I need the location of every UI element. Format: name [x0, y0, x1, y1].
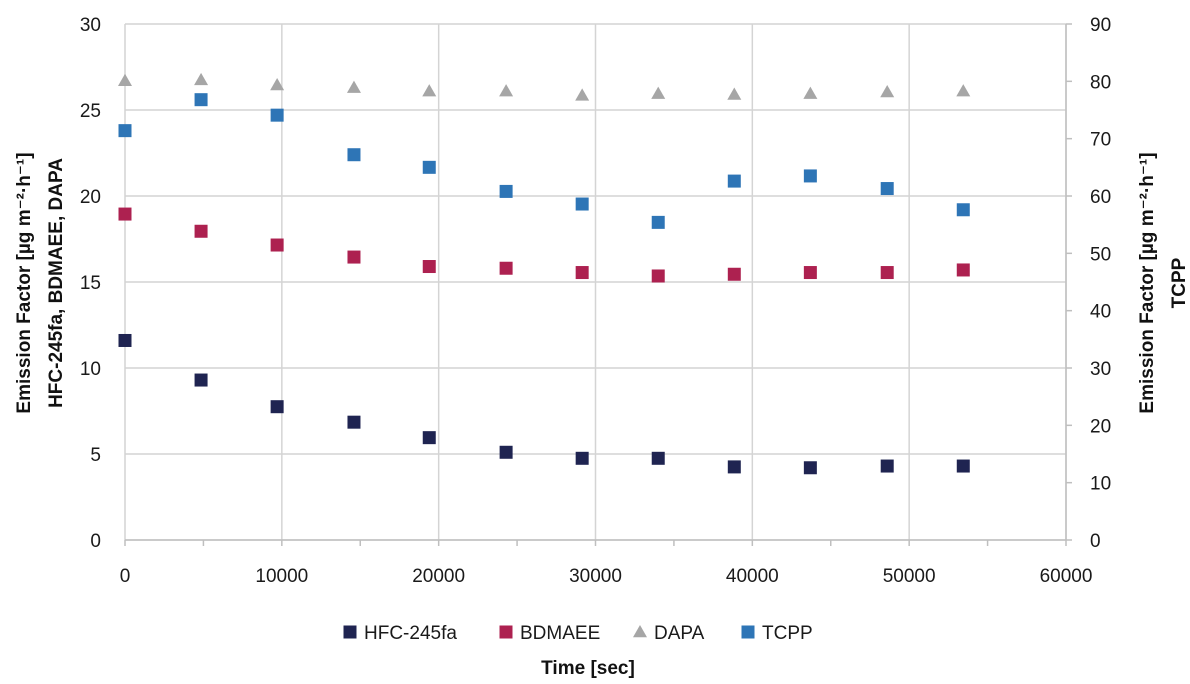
dapa-point	[118, 73, 132, 87]
bdmaee-point	[651, 269, 665, 283]
tcpp-point	[575, 197, 589, 211]
bdmaee-point	[575, 266, 589, 280]
tcpp-point	[347, 148, 361, 162]
hfc-245fa-point	[651, 451, 665, 465]
bdmaee-point	[727, 267, 741, 281]
hfc-245fa-point	[422, 431, 436, 445]
x-tick-label: 30000	[569, 566, 622, 587]
y-axis-left-title-line2: HFC-245fa, BDMAEE, DAPA	[46, 158, 67, 408]
bdmaee-point	[956, 263, 970, 277]
bdmaee-point	[422, 260, 436, 274]
x-axis-title: Time [sec]	[541, 658, 635, 679]
y-left-tick-label: 25	[80, 101, 101, 122]
tcpp-point	[880, 182, 894, 196]
hfc-245fa-point	[727, 460, 741, 474]
dapa-point	[499, 84, 514, 97]
y-right-tick-label: 40	[1090, 302, 1111, 323]
legend-marker-bdmaee	[499, 625, 513, 639]
dapa-point	[803, 86, 818, 99]
dapa-point	[575, 88, 590, 101]
y-left-tick-label: 5	[90, 445, 101, 466]
x-tick-label: 10000	[255, 566, 308, 587]
bdmaee-point	[270, 238, 284, 252]
legend-label-tcpp: TCPP	[762, 623, 813, 644]
data-points	[118, 72, 971, 475]
y-right-tick-label: 90	[1090, 15, 1111, 36]
dapa-point	[194, 72, 209, 86]
y-right-tick-label: 50	[1090, 244, 1111, 265]
tcpp-point	[422, 160, 436, 174]
legend: HFC-245fa BDMAEE DAPA TCPP	[343, 623, 813, 644]
y-left-tick-label: 0	[90, 531, 101, 552]
dapa-point	[956, 84, 971, 97]
tick-labels: 0 5 10 15 20 25 30 0 10000 20000 30000 40000 50000 60…	[80, 15, 1111, 587]
hfc-245fa-point	[956, 459, 970, 473]
tcpp-point	[499, 184, 513, 198]
y-left-tick-label: 30	[80, 15, 101, 36]
hfc-245fa-point	[270, 400, 284, 414]
hfc-245fa-point	[194, 373, 208, 387]
y-axis-left-title-line1: Emission Factor [µg m⁻²·h⁻¹]	[14, 152, 35, 413]
tcpp-point	[651, 215, 665, 229]
x-tick-label: 60000	[1040, 566, 1093, 587]
legend-marker-dapa	[633, 625, 647, 638]
tcpp-point	[118, 124, 132, 138]
bdmaee-point	[880, 266, 894, 280]
y-right-tick-label: 80	[1090, 72, 1111, 93]
y-right-tick-label: 0	[1090, 531, 1101, 552]
bdmaee-point	[194, 224, 208, 238]
tcpp-point	[727, 174, 741, 188]
y-right-tick-label: 10	[1090, 474, 1111, 495]
hfc-245fa-point	[499, 445, 513, 459]
tcpp-point	[270, 108, 284, 122]
dapa-point	[270, 78, 285, 91]
tcpp-point	[956, 203, 970, 217]
dapa-point	[880, 84, 895, 98]
x-tick-label: 0	[120, 566, 131, 587]
bdmaee-point	[118, 207, 132, 221]
tcpp-point	[194, 93, 208, 107]
y-axis-right-title-line2: TCPP	[1169, 257, 1190, 308]
hfc-245fa-point	[803, 461, 817, 475]
dapa-point	[727, 87, 742, 100]
y-left-tick-label: 10	[80, 359, 101, 380]
hfc-245fa-point	[347, 415, 361, 429]
dapa-point	[422, 84, 437, 97]
y-left-tick-label: 20	[80, 187, 101, 208]
legend-label-dapa: DAPA	[654, 623, 705, 644]
dapa-point	[651, 86, 666, 99]
y-axis-right-title-line1: Emission Factor [µg m⁻²·h⁻¹]	[1137, 152, 1158, 413]
y-right-tick-label: 60	[1090, 187, 1111, 208]
dapa-point	[346, 80, 361, 93]
axes	[124, 23, 1072, 546]
legend-marker-tcpp	[741, 625, 755, 639]
tcpp-point	[803, 169, 817, 183]
bdmaee-point	[499, 261, 513, 275]
bdmaee-point	[803, 266, 817, 280]
x-tick-label: 20000	[412, 566, 465, 587]
hfc-245fa-point	[118, 333, 132, 347]
bdmaee-point	[347, 250, 361, 264]
hfc-245fa-point	[575, 451, 589, 465]
hfc-245fa-point	[880, 459, 894, 473]
y-right-tick-label: 20	[1090, 416, 1111, 437]
x-tick-label: 50000	[883, 566, 936, 587]
legend-label-bdmaee: BDMAEE	[520, 623, 600, 644]
legend-marker-hfc-245fa	[343, 625, 357, 639]
y-right-tick-label: 70	[1090, 130, 1111, 151]
legend-label-hfc-245fa: HFC-245fa	[364, 623, 457, 644]
y-right-tick-label: 30	[1090, 359, 1111, 380]
y-left-tick-label: 15	[80, 273, 101, 294]
x-tick-label: 40000	[726, 566, 779, 587]
